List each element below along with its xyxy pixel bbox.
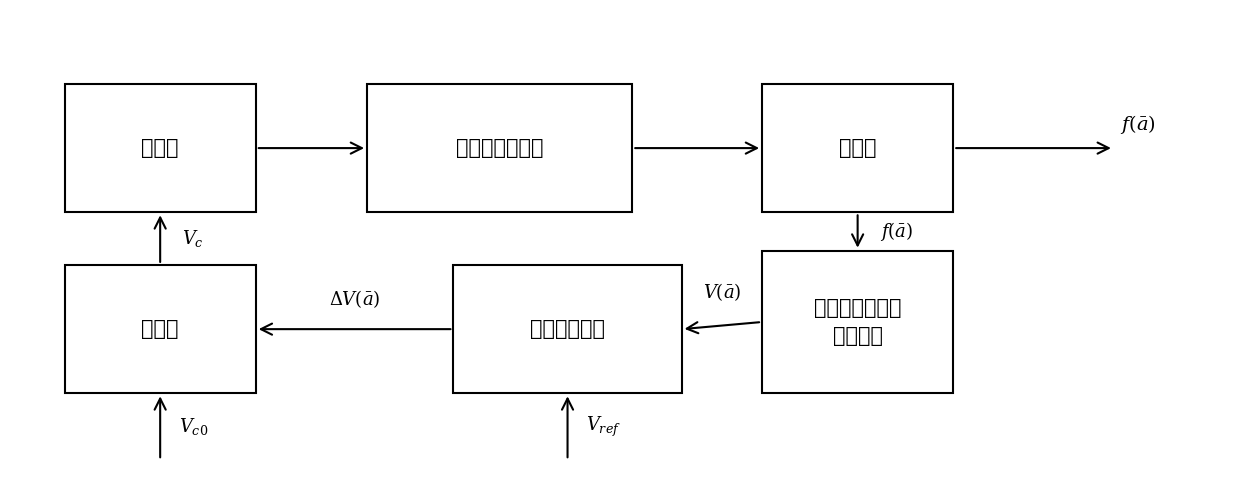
Bar: [761, 84, 954, 213]
Text: $V_c$: $V_c$: [182, 228, 205, 249]
Text: 功分器: 功分器: [839, 138, 877, 158]
Bar: [64, 265, 255, 393]
Text: $\Delta V(\bar{a})$: $\Delta V(\bar{a})$: [329, 288, 381, 310]
Bar: [454, 265, 682, 393]
Text: $V_{c0}$: $V_{c0}$: [179, 416, 208, 437]
Bar: [64, 84, 255, 213]
Text: $V(\bar{a})$: $V(\bar{a})$: [703, 281, 742, 303]
Text: $V_{ref}$: $V_{ref}$: [587, 415, 621, 439]
Text: 压控晶体振荡器: 压控晶体振荡器: [456, 138, 543, 158]
Text: 加法器: 加法器: [141, 319, 179, 339]
Bar: [761, 251, 954, 393]
Text: 电压比对电路: 电压比对电路: [529, 319, 605, 339]
Bar: [367, 84, 632, 213]
Text: $f(\bar{a})$: $f(\bar{a})$: [1120, 113, 1156, 136]
Text: $f(\bar{a})$: $f(\bar{a})$: [880, 220, 913, 243]
Text: 滤波器: 滤波器: [141, 138, 179, 158]
Text: 高频频率～电压
转换电路: 高频频率～电压 转换电路: [813, 298, 901, 346]
